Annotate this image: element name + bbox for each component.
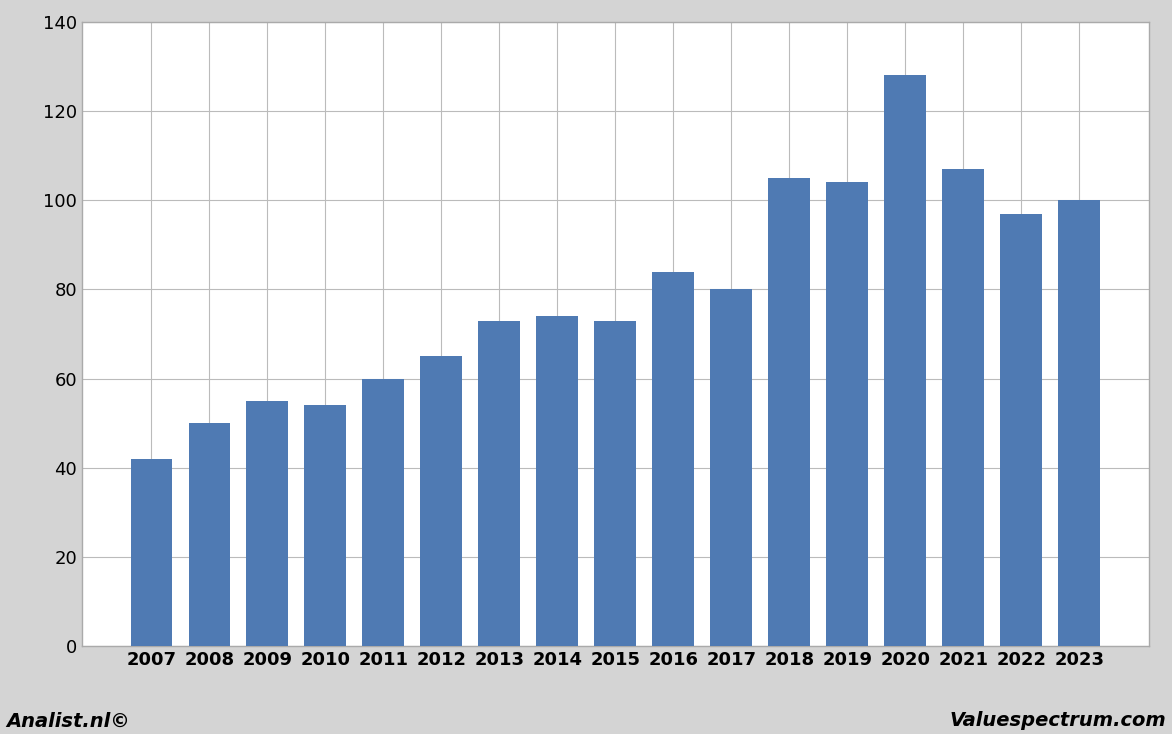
- Bar: [1058, 200, 1101, 646]
- Bar: [653, 272, 694, 646]
- Bar: [710, 289, 752, 646]
- Bar: [189, 423, 230, 646]
- Bar: [1001, 214, 1042, 646]
- Bar: [130, 459, 172, 646]
- Bar: [594, 321, 636, 646]
- Bar: [885, 76, 926, 646]
- Bar: [246, 401, 288, 646]
- Bar: [305, 405, 346, 646]
- Bar: [362, 379, 404, 646]
- Text: Analist.nl©: Analist.nl©: [6, 711, 130, 730]
- Bar: [942, 169, 984, 646]
- Bar: [478, 321, 520, 646]
- Bar: [421, 356, 462, 646]
- Text: Valuespectrum.com: Valuespectrum.com: [949, 711, 1166, 730]
- Bar: [769, 178, 810, 646]
- Bar: [826, 183, 868, 646]
- Bar: [537, 316, 578, 646]
